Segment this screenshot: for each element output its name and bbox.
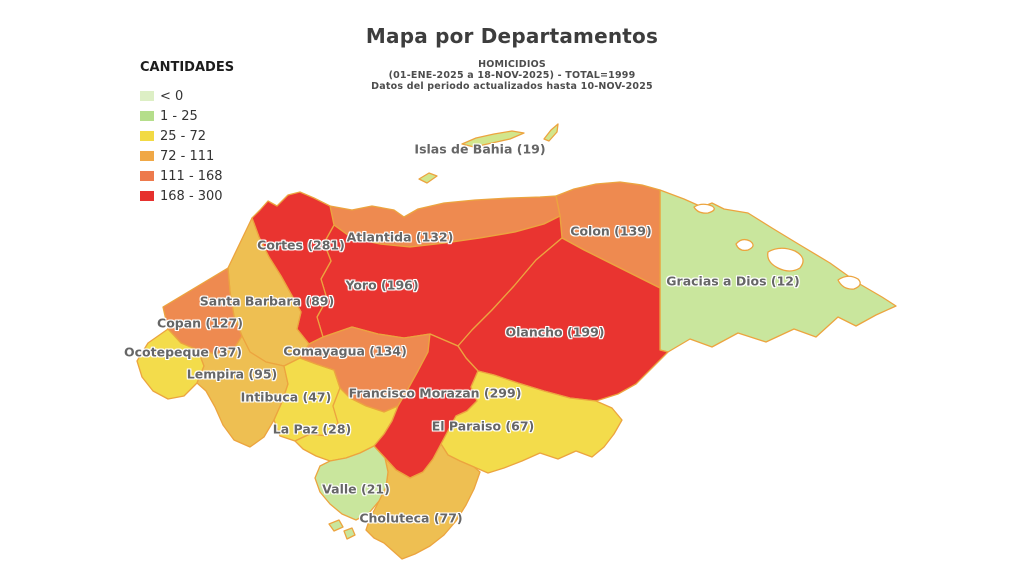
legend-title: CANTIDADES — [140, 60, 235, 75]
legend-label: 1 - 25 — [160, 108, 198, 124]
map-label-atlantida: Atlantida (132) — [346, 229, 454, 245]
legend-swatch — [140, 111, 154, 121]
legend-label: 72 - 111 — [160, 148, 215, 164]
map-label-yoro: Yoro (196) — [345, 277, 419, 293]
region-valle-islet[interactable] — [328, 519, 344, 532]
legend-item: 25 - 72 — [140, 126, 234, 146]
region-ocotepeque[interactable] — [136, 328, 205, 400]
legend-item: < 0 — [140, 86, 234, 106]
page-title: Mapa por Departamentos — [365, 24, 659, 48]
legend-item: 168 - 300 — [140, 186, 234, 206]
map-label-valle: Valle (21) — [322, 481, 390, 497]
legend-label: 111 - 168 — [160, 168, 223, 184]
legend-swatch — [140, 191, 154, 201]
subtitle-period-total: (01-ENE-2025 a 18-NOV-2025) - TOTAL=1999 — [388, 70, 636, 81]
legend: CANTIDADES < 0 1 - 25 25 - 72 72 - 111 1… — [140, 60, 234, 206]
map-label-comayagua: Comayagua (134) — [283, 343, 407, 359]
lagoon — [735, 238, 754, 252]
map-label-francisco-morazan: Francisco Morazan (299) — [348, 385, 522, 401]
lagoon — [693, 203, 715, 214]
region-valle-islet[interactable] — [343, 527, 356, 540]
map-label-intibuca: Intibuca (47) — [240, 389, 332, 405]
subtitle-updated: Datos del periodo actualizados hasta 10-… — [371, 81, 653, 92]
region-choluteca[interactable] — [365, 443, 481, 560]
legend-label: < 0 — [160, 88, 184, 104]
legend-swatch — [140, 131, 154, 141]
map-label-olancho: Olancho (199) — [505, 324, 605, 340]
legend-item: 72 - 111 — [140, 146, 234, 166]
legend-label: 25 - 72 — [160, 128, 207, 144]
map-label-ocotepeque: Ocotepeque (37) — [124, 344, 242, 360]
region-valle[interactable] — [314, 445, 389, 521]
map-label-el-paraiso: El Paraiso (67) — [431, 418, 535, 434]
lagoon — [837, 275, 861, 290]
region-islas-de-bahia-guanaja[interactable] — [543, 123, 559, 142]
region-gracias-a-dios[interactable] — [659, 189, 897, 353]
legend-swatch — [140, 171, 154, 181]
subtitle-metric: HOMICIDIOS — [478, 59, 546, 70]
legend-label: 168 - 300 — [160, 188, 223, 204]
map-label-gracias-a-dios: Gracias a Dios (12) — [666, 273, 800, 289]
region-el-paraiso[interactable] — [440, 370, 623, 474]
legend-item: 111 - 168 — [140, 166, 234, 186]
map-label-islas-de-bahia: Islas de Bahia (19) — [414, 141, 546, 157]
map-label-colon: Colon (139) — [570, 223, 652, 239]
legend-swatch — [140, 91, 154, 101]
map-label-lempira: Lempira (95) — [186, 366, 278, 382]
map-label-santa-barbara: Santa Barbara (89) — [199, 293, 335, 309]
map-label-copan: Copan (127) — [157, 315, 243, 331]
region-islas-de-bahia-roatan[interactable] — [461, 130, 525, 148]
region-islas-de-bahia-utila[interactable] — [418, 172, 438, 184]
legend-item: 1 - 25 — [140, 106, 234, 126]
legend-swatch — [140, 151, 154, 161]
map-label-la-paz: La Paz (28) — [272, 421, 352, 437]
map-label-cortes: Cortes (281) — [257, 237, 345, 253]
lagoon — [767, 247, 804, 272]
map-label-choluteca: Choluteca (77) — [359, 510, 463, 526]
